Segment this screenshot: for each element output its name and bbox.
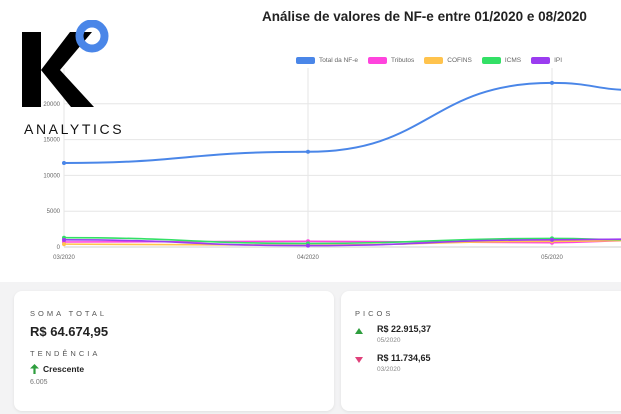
k-analytics-logo xyxy=(22,19,132,138)
trend-sub: 6.005 xyxy=(30,379,48,386)
data-point[interactable] xyxy=(550,80,554,85)
peak-item-high: R$ 22.915,37 05/2020 xyxy=(355,324,431,344)
chart-legend: Total da NF-e Tributos COFINS ICMS IPI xyxy=(296,55,562,65)
line-chart: 0 5000 10000 15000 20000 03/2020 04/2020 05/202… xyxy=(43,68,621,261)
legend-label: Tributos xyxy=(391,56,415,64)
trend-indicator: Crescente xyxy=(30,364,84,374)
total-value: R$ 64.674,95 xyxy=(30,324,109,339)
legend-item-ipi[interactable]: IPI xyxy=(531,56,563,64)
legend-swatch xyxy=(481,56,501,64)
legend-item-cofins[interactable]: COFINS xyxy=(424,56,472,64)
y-tick-label: 20000 xyxy=(43,102,60,108)
logo-text: ANALYTICS xyxy=(24,121,125,137)
chart-title: Análise de valores de NF-e entre 01/2020… xyxy=(262,9,587,24)
series-line xyxy=(63,81,621,164)
y-tick-label: 0 xyxy=(57,245,61,251)
peak-item-low: R$ 11.734,65 03/2020 xyxy=(355,353,431,373)
peaks-card: PICOS R$ 22.915,37 05/2020 R$ 11.734,65 … xyxy=(341,291,621,411)
legend-label: ICMS xyxy=(504,56,522,64)
peaks-label: PICOS xyxy=(355,309,394,318)
legend-item-total[interactable]: Total da NF-e xyxy=(296,56,359,64)
series-line xyxy=(63,236,621,245)
data-point[interactable] xyxy=(550,237,554,242)
legend-label: Total da NF-e xyxy=(319,56,359,64)
caret-down-icon xyxy=(355,357,363,363)
caret-up-icon xyxy=(355,328,363,334)
data-point[interactable] xyxy=(306,243,310,248)
data-point[interactable] xyxy=(62,160,66,165)
legend-swatch xyxy=(368,56,388,64)
peak-value: R$ 22.915,37 xyxy=(377,324,432,334)
peak-value: R$ 11.734,65 xyxy=(377,353,431,363)
y-tick-label: 15000 xyxy=(43,138,60,144)
data-point[interactable] xyxy=(62,237,66,242)
y-tick-label: 10000 xyxy=(43,173,60,179)
legend-label: COFINS xyxy=(447,56,472,64)
chart-panel: Análise de valores de NF-e entre 01/2020… xyxy=(0,0,621,282)
legend-swatch xyxy=(296,56,315,64)
series-line xyxy=(63,238,621,247)
legend-item-tributos[interactable]: Tributos xyxy=(368,56,415,64)
trend-label: TENDÊNCIA xyxy=(30,349,101,358)
data-point[interactable] xyxy=(306,149,310,154)
arrow-up-icon xyxy=(30,364,39,374)
data-point[interactable] xyxy=(62,242,66,247)
legend-item-icms[interactable]: ICMS xyxy=(481,56,522,64)
x-tick-label: 04/2020 xyxy=(297,255,319,261)
summary-card: SOMA TOTAL R$ 64.674,95 TENDÊNCIA Cresce… xyxy=(14,291,334,411)
legend-label: IPI xyxy=(554,56,563,64)
peak-date: 05/2020 xyxy=(377,337,401,344)
trend-value: Crescente xyxy=(43,364,85,374)
peak-date: 03/2020 xyxy=(377,366,401,373)
legend-swatch xyxy=(531,56,551,64)
legend-swatch xyxy=(424,56,444,64)
x-tick-label: 05/2020 xyxy=(541,255,563,261)
total-label: SOMA TOTAL xyxy=(30,309,108,318)
x-tick-label: 03/2020 xyxy=(53,255,75,261)
y-tick-label: 5000 xyxy=(47,209,61,215)
logo-mark-icon xyxy=(22,19,109,107)
